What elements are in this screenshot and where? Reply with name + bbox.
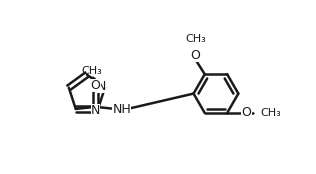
Text: CH₃: CH₃ bbox=[81, 66, 102, 76]
Text: NH: NH bbox=[112, 103, 131, 116]
Text: CH₃: CH₃ bbox=[261, 108, 281, 118]
Text: O: O bbox=[190, 49, 200, 62]
Text: O: O bbox=[241, 106, 251, 120]
Text: N: N bbox=[91, 104, 100, 117]
Text: CH₃: CH₃ bbox=[185, 34, 206, 44]
Text: O: O bbox=[91, 79, 100, 92]
Text: N: N bbox=[96, 80, 106, 93]
